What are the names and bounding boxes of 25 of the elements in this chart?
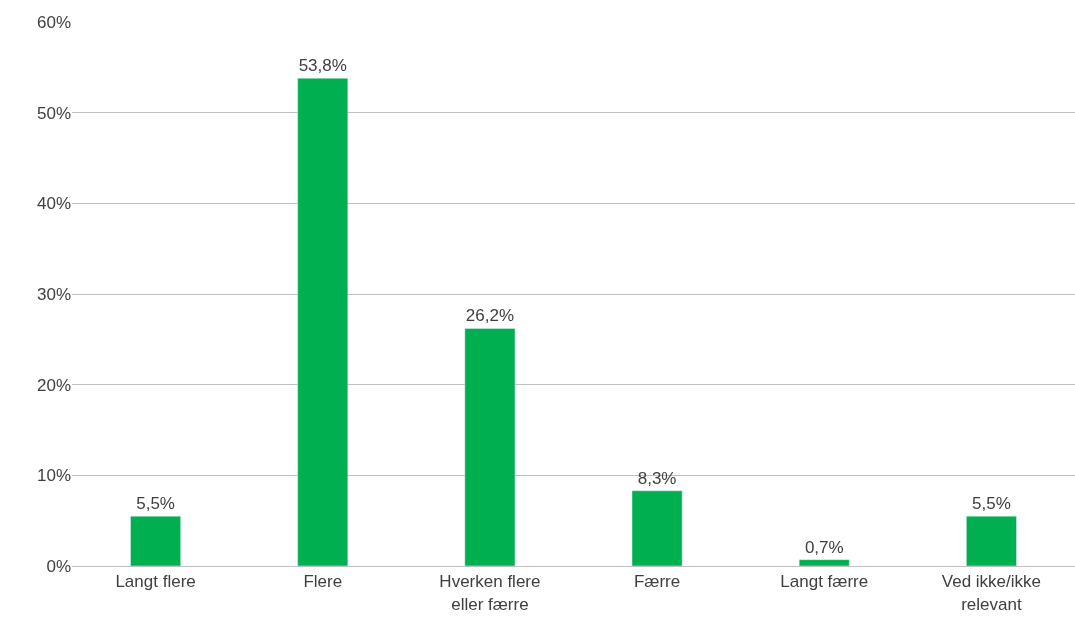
y-tick-label: 0% <box>46 556 71 576</box>
x-tick-label: Langt flere <box>115 572 196 592</box>
y-tick-label: 40% <box>36 194 71 214</box>
y-tick-label: 50% <box>36 103 71 123</box>
x-tick-label: Ved ikke/ikke relevant <box>941 572 1042 614</box>
data-label: 5,5% <box>136 494 175 514</box>
data-label: 53,8% <box>298 56 347 76</box>
bar <box>130 515 181 566</box>
y-tick-label: 20% <box>36 375 71 395</box>
data-label: 26,2% <box>465 306 515 326</box>
bar <box>798 559 850 566</box>
x-tick-label: Færre <box>633 572 681 592</box>
y-tick-label: 60% <box>36 12 71 32</box>
bar <box>966 515 1017 566</box>
x-tick-label: Langt færre <box>780 572 869 592</box>
y-tick-label: 30% <box>36 284 71 304</box>
bar <box>464 328 516 566</box>
x-tick-label: Hverken flere eller færre <box>439 572 541 614</box>
data-label: 0,7% <box>804 537 844 557</box>
data-label: 8,3% <box>637 468 677 488</box>
data-label: 5,5% <box>972 494 1011 514</box>
bar <box>297 77 349 566</box>
y-tick-label: 10% <box>36 466 71 486</box>
x-tick-label: Flere <box>303 572 343 592</box>
bar <box>631 490 683 566</box>
